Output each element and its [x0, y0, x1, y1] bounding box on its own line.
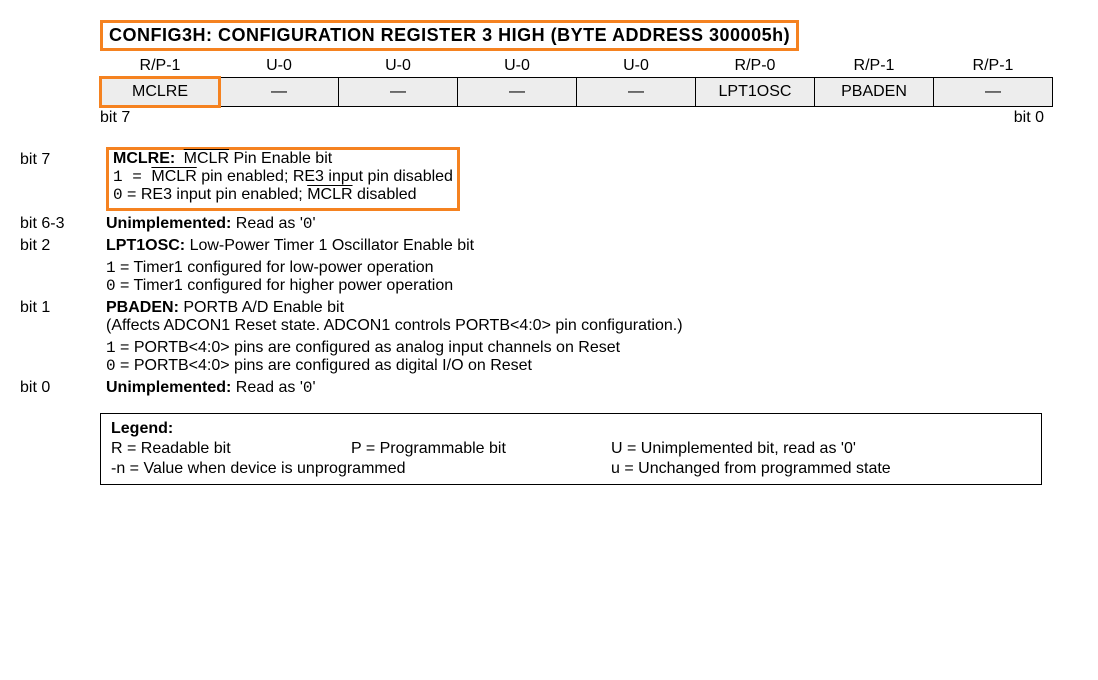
unimpl-name: Unimplemented: [106, 379, 231, 396]
bit7-title-line: MCLRE: MCLR Pin Enable bit [113, 150, 453, 168]
bit-name-cell: — [458, 78, 577, 107]
bit-label: bit 1 [20, 297, 106, 377]
legend-uu: u = Unchanged from programmed state [611, 460, 891, 478]
bit7-val0: 0 = RE3 input pin enabled; MCLR disabled [113, 186, 453, 204]
val-text: = Timer1 configured for higher power ope… [116, 277, 454, 294]
bit63-row: bit 6-3 Unimplemented: Read as '0' [20, 213, 689, 235]
attr-cell: R/P-1 [934, 55, 1053, 78]
val-text: = Timer1 configured for low-power operat… [116, 259, 434, 276]
bit-name-cell: — [577, 78, 696, 107]
bit7-name: MCLRE: [113, 150, 175, 167]
val-text: = RE3 input pin enabled; [123, 186, 308, 203]
register-title-box: CONFIG3H: CONFIGURATION REGISTER 3 HIGH … [100, 20, 799, 51]
bit7-val1: 1 = MCLR pin enabled; RE3 input pin disa… [113, 168, 453, 186]
val-text: disabled [353, 186, 417, 203]
bit-name-cell: MCLRE [101, 78, 220, 107]
bit-label: bit 6-3 [20, 213, 106, 235]
end-quote: ' [313, 215, 316, 232]
val-prefix: 1 = [113, 168, 151, 186]
val-prefix: 0 [106, 357, 116, 375]
val-prefix: 0 [113, 186, 123, 204]
legend-r: R = Readable bit [111, 440, 311, 458]
lsb-label: bit 0 [1014, 109, 1044, 127]
unimpl-text: Read as ' [231, 379, 303, 396]
zero: 0 [303, 379, 313, 397]
unimpl-name: Unimplemented: [106, 215, 231, 232]
val-text: = PORTB<4:0> pins are configured as digi… [116, 357, 532, 374]
legend-n: -n = Value when device is unprogrammed [111, 460, 571, 478]
attr-cell: R/P-1 [101, 55, 220, 78]
legend-row-2: -n = Value when device is unprogrammed u… [111, 460, 1031, 478]
attr-cell: U-0 [577, 55, 696, 78]
zero: 0 [303, 215, 313, 233]
attr-row: R/P-1 U-0 U-0 U-0 U-0 R/P-0 R/P-1 R/P-1 [101, 55, 1053, 78]
bit7-row: bit 7 MCLRE: MCLR Pin Enable bit 1 = MCL… [20, 145, 689, 213]
bit-description-table: bit 7 MCLRE: MCLR Pin Enable bit 1 = MCL… [20, 145, 689, 399]
bit2-row: bit 2 LPT1OSC: Low-Power Timer 1 Oscilla… [20, 235, 689, 297]
bit-label: bit 2 [20, 235, 106, 297]
bit-name-cell: — [220, 78, 339, 107]
bit-label: bit 0 [20, 377, 106, 399]
mclr-overline: MCLR [307, 186, 352, 203]
legend-box: Legend: R = Readable bit P = Programmabl… [100, 413, 1042, 485]
msb-label: bit 7 [100, 109, 130, 127]
name-row: MCLRE — — — — LPT1OSC PBADEN — [101, 78, 1053, 107]
val-text: pin enabled; RE3 input pin disabled [197, 168, 453, 185]
attr-cell: R/P-1 [815, 55, 934, 78]
legend-row-1: R = Readable bit P = Programmable bit U … [111, 440, 1031, 458]
bit7-highlight-box: MCLRE: MCLR Pin Enable bit 1 = MCLR pin … [106, 147, 460, 211]
bit2-desc: LPT1OSC: Low-Power Timer 1 Oscillator En… [106, 235, 689, 297]
end-quote: ' [313, 379, 316, 396]
mclr-overline: MCLR [184, 150, 229, 167]
legend-u: U = Unimplemented bit, read as '0' [611, 440, 856, 458]
legend-title: Legend: [111, 420, 1031, 438]
bit2-desc-text: Low-Power Timer 1 Oscillator Enable bit [185, 237, 474, 254]
legend-p: P = Programmable bit [351, 440, 571, 458]
bit7-desc-text: Pin Enable bit [229, 150, 332, 167]
register-bit-table: R/P-1 U-0 U-0 U-0 U-0 R/P-0 R/P-1 R/P-1 … [100, 55, 1053, 107]
bit1-row: bit 1 PBADEN: PORTB A/D Enable bit (Affe… [20, 297, 689, 377]
mclr-overline: MCLR [151, 168, 196, 185]
bit0-row: bit 0 Unimplemented: Read as '0' [20, 377, 689, 399]
attr-cell: R/P-0 [696, 55, 815, 78]
bit1-note: (Affects ADCON1 Reset state. ADCON1 cont… [106, 317, 683, 335]
val-prefix: 1 [106, 259, 116, 277]
bit-name-cell: — [934, 78, 1053, 107]
bit-label: bit 7 [20, 145, 106, 213]
attr-cell: U-0 [220, 55, 339, 78]
bit1-desc-text: PORTB A/D Enable bit [179, 299, 344, 316]
attr-cell: U-0 [458, 55, 577, 78]
attr-cell: U-0 [339, 55, 458, 78]
bit1-name: PBADEN: [106, 299, 179, 316]
bit0-desc: Unimplemented: Read as '0' [106, 377, 689, 399]
unimpl-text: Read as ' [231, 215, 303, 232]
bit1-desc: PBADEN: PORTB A/D Enable bit (Affects AD… [106, 297, 689, 377]
val-prefix: 0 [106, 277, 116, 295]
bit-index-labels: bit 7 bit 0 [100, 109, 1044, 127]
bit7-desc: MCLRE: MCLR Pin Enable bit 1 = MCLR pin … [106, 145, 689, 213]
bit-name-cell: LPT1OSC [696, 78, 815, 107]
bit-name-cell: — [339, 78, 458, 107]
register-title: CONFIG3H: CONFIGURATION REGISTER 3 HIGH … [109, 25, 790, 45]
bit2-name: LPT1OSC: [106, 237, 185, 254]
val-prefix: 1 [106, 339, 116, 357]
bit63-desc: Unimplemented: Read as '0' [106, 213, 689, 235]
bit-name-cell: PBADEN [815, 78, 934, 107]
val-text: = PORTB<4:0> pins are configured as anal… [116, 339, 620, 356]
